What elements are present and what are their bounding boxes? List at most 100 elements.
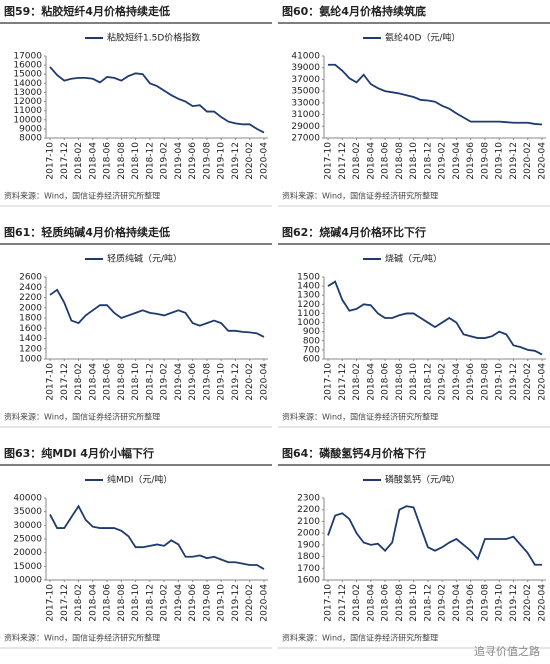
y-tick-label: 13000: [13, 88, 42, 98]
y-tick-label: 1600: [297, 576, 320, 586]
y-tick-label: 2400: [19, 283, 42, 293]
y-tick-label: 1500: [297, 273, 320, 283]
x-tick-label: 2019-02: [160, 584, 170, 622]
x-tick-label: 2019-06: [466, 363, 476, 401]
x-tick-label: 2019-10: [495, 584, 505, 622]
x-tick-label: 2018-02: [352, 142, 362, 180]
y-tick-label: 900: [303, 327, 320, 337]
x-tick-label: 2018-12: [423, 584, 433, 622]
x-tick-label: 2018-10: [131, 584, 141, 622]
x-tick-label: 2019-08: [202, 142, 212, 180]
x-tick-label: 2018-02: [74, 363, 84, 401]
y-tick-label: 16000: [13, 61, 42, 71]
y-tick-label: 31000: [291, 110, 320, 120]
y-tick-label: 14000: [13, 79, 42, 89]
x-tick-label: 2018-08: [395, 584, 405, 622]
y-tick-label: 1600: [19, 324, 42, 334]
x-tick-label: 2018-12: [145, 584, 155, 622]
source-note: 资料来源：Wind，国信证券经济研究所整理: [282, 412, 438, 422]
x-tick-label: 2018-02: [352, 363, 362, 401]
y-tick-label: 10000: [13, 115, 42, 125]
x-tick-label: 2019-12: [509, 363, 519, 401]
y-tick-label: 40000: [13, 494, 42, 504]
y-tick-label: 1400: [297, 282, 320, 292]
x-tick-label: 2019-02: [160, 142, 170, 180]
chart-title: 图59：粘胶短纤4月价格持续走低: [4, 4, 170, 18]
source-note: 资料来源：Wind，国信证券经济研究所整理: [4, 412, 160, 422]
x-tick-label: 2019-08: [202, 363, 212, 401]
y-tick-label: 1100: [297, 309, 320, 319]
chart-title: 图61：轻质纯碱4月价格持续走低: [4, 225, 170, 239]
y-tick-label: 8000: [19, 134, 42, 144]
x-tick-label: 2018-04: [366, 142, 376, 180]
y-tick-label: 1200: [19, 344, 42, 354]
chart-title: 图60：氨纶4月价格持续筑底: [282, 4, 426, 18]
chart-panel: 图61：轻质纯碱4月价格持续走低 100012001400160018002000…: [0, 225, 272, 428]
y-tick-label: 41000: [291, 52, 320, 62]
x-tick-label: 2018-06: [381, 363, 391, 401]
y-tick-label: 17000: [13, 52, 42, 62]
source-note: 资料来源：Wind，国信证券经济研究所整理: [4, 633, 160, 643]
x-tick-label: 2019-04: [174, 363, 184, 401]
x-tick-label: 2019-12: [231, 142, 241, 180]
chart-title: 图63：纯MDI 4月价小幅下行: [4, 446, 154, 460]
x-tick-label: 2018-06: [103, 142, 113, 180]
x-tick-label: 2019-06: [466, 142, 476, 180]
y-tick-label: 1000: [297, 318, 320, 328]
y-tick-label: 700: [303, 345, 320, 355]
watermark: 追寻价值之路: [474, 644, 540, 658]
y-tick-label: 2000: [297, 529, 320, 539]
x-tick-label: 2017-10: [46, 584, 56, 622]
x-tick-label: 2019-12: [509, 584, 519, 622]
legend-label: 烧碱（元/吨）: [385, 253, 442, 265]
y-tick-label: 35000: [13, 507, 42, 517]
legend-label: 轻质纯碱（元/吨）: [107, 253, 182, 265]
x-tick-label: 2020-02: [523, 363, 533, 401]
x-tick-label: 2020-02: [523, 142, 533, 180]
y-tick-label: 10000: [13, 576, 42, 586]
x-tick-label: 2019-02: [160, 363, 170, 401]
x-tick-label: 2019-08: [480, 142, 490, 180]
x-tick-label: 2019-04: [174, 584, 184, 622]
x-tick-label: 2020-04: [538, 584, 548, 622]
legend-label: 磷酸氢钙（元/吨）: [385, 474, 460, 486]
source-note: 资料来源：Wind，国信证券经济研究所整理: [282, 191, 438, 201]
chart-title: 图64：磷酸氢钙4月价格下行: [282, 446, 426, 460]
legend-label: 纯MDI（元/吨）: [107, 474, 172, 486]
x-tick-label: 2020-04: [260, 142, 270, 180]
x-tick-label: 2019-02: [438, 363, 448, 401]
x-tick-label: 2020-02: [245, 363, 255, 401]
x-tick-label: 2017-12: [338, 363, 348, 401]
y-tick-label: 1800: [297, 552, 320, 562]
y-tick-label: 15000: [13, 562, 42, 572]
y-tick-label: 800: [303, 336, 320, 346]
x-tick-label: 2019-04: [452, 363, 462, 401]
x-tick-label: 2017-12: [60, 584, 70, 622]
x-tick-label: 2019-10: [217, 363, 227, 401]
x-tick-label: 2019-10: [495, 142, 505, 180]
x-tick-label: 2019-08: [202, 584, 212, 622]
y-tick-label: 9000: [19, 124, 42, 134]
x-tick-label: 2019-02: [438, 142, 448, 180]
x-tick-label: 2018-06: [103, 363, 113, 401]
y-tick-label: 20000: [13, 548, 42, 558]
y-tick-label: 35000: [291, 87, 320, 97]
x-tick-label: 2018-12: [423, 363, 433, 401]
x-tick-label: 2019-08: [480, 584, 490, 622]
y-tick-label: 12000: [13, 97, 42, 107]
x-tick-label: 2019-02: [438, 584, 448, 622]
x-tick-label: 2017-10: [46, 142, 56, 180]
x-tick-label: 2017-12: [338, 142, 348, 180]
y-tick-label: 27000: [291, 134, 320, 144]
y-tick-label: 1200: [297, 300, 320, 310]
x-tick-label: 2018-12: [423, 142, 433, 180]
x-tick-label: 2018-02: [352, 584, 362, 622]
x-tick-label: 2018-04: [366, 363, 376, 401]
y-tick-label: 1000: [19, 355, 42, 365]
x-tick-label: 2018-12: [145, 142, 155, 180]
x-tick-label: 2018-02: [74, 142, 84, 180]
source-note: 资料来源：Wind，国信证券经济研究所整理: [282, 633, 438, 643]
